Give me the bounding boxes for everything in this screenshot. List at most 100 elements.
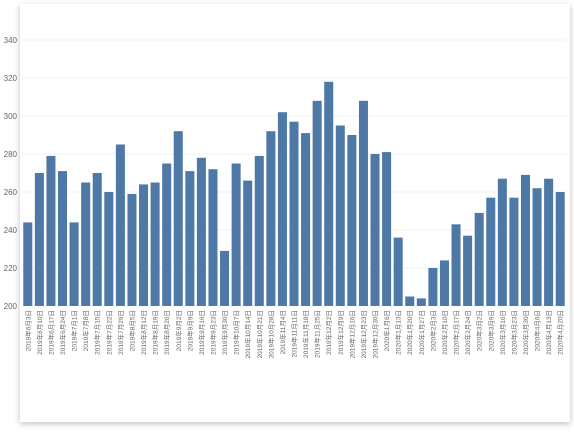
bar[interactable] — [139, 184, 149, 306]
x-tick-label: 2019年9月9日 — [185, 310, 194, 351]
bar[interactable] — [243, 180, 253, 306]
x-tick-label: 2019年10月28日 — [266, 310, 275, 358]
x-tick-label: 2019年6月10日 — [35, 310, 44, 355]
bar[interactable] — [324, 81, 334, 306]
x-tick-label: 2020年2月17日 — [452, 310, 461, 355]
bar[interactable] — [208, 169, 218, 306]
x-tick-label: 2019年9月30日 — [220, 310, 229, 355]
bar[interactable] — [509, 197, 519, 306]
x-tick-label: 2020年3月16日 — [498, 310, 507, 355]
bar[interactable] — [58, 171, 68, 306]
bar[interactable] — [439, 260, 449, 306]
bar[interactable] — [497, 178, 507, 306]
bar[interactable] — [46, 155, 56, 306]
bar[interactable] — [127, 193, 137, 306]
x-tick-label: 2019年8月5日 — [127, 310, 136, 351]
bar[interactable] — [393, 237, 403, 306]
bar[interactable] — [416, 298, 426, 306]
x-tick-label: 2019年6月17日 — [46, 310, 55, 355]
y-tick-label: 240 — [4, 226, 18, 235]
x-tick-label: 2019年7月8日 — [81, 310, 90, 351]
x-tick-label: 2019年10月21日 — [255, 310, 264, 358]
bar[interactable] — [520, 174, 531, 306]
bar[interactable] — [196, 157, 206, 306]
bar[interactable] — [92, 173, 102, 306]
x-tick-label: 2019年11月25日 — [313, 310, 322, 358]
x-tick-label: 2019年7月22日 — [104, 310, 113, 355]
bar[interactable] — [231, 163, 241, 307]
bar[interactable] — [162, 163, 172, 307]
x-tick-label: 2019年10月7日 — [232, 310, 241, 355]
x-tick-label: 2019年8月26日 — [162, 310, 171, 355]
x-tick-label: 2020年3月23日 — [509, 310, 518, 355]
y-tick-label: 340 — [4, 36, 18, 45]
bar[interactable] — [150, 182, 160, 307]
bar[interactable] — [277, 112, 287, 306]
x-tick-label: 2020年4月13日 — [544, 310, 553, 355]
bar[interactable] — [451, 224, 461, 306]
x-tick-label: 2020年1月13日 — [394, 310, 403, 355]
bar[interactable] — [289, 121, 299, 306]
x-tick-label: 2019年12月9日 — [336, 310, 345, 355]
bar[interactable] — [358, 100, 368, 306]
x-tick-label: 2020年2月3日 — [428, 310, 437, 351]
bar[interactable] — [23, 222, 33, 306]
bar[interactable] — [104, 192, 114, 306]
bar[interactable] — [220, 250, 230, 306]
bar[interactable] — [312, 100, 322, 306]
x-tick-label: 2019年6月24日 — [58, 310, 67, 355]
x-tick-label: 2020年2月24日 — [463, 310, 472, 355]
bar[interactable] — [555, 192, 565, 306]
y-tick-label: 220 — [4, 264, 18, 273]
y-tick-label: 300 — [4, 112, 18, 121]
x-tick-label: 2019年11月4日 — [278, 310, 287, 354]
bar[interactable] — [173, 131, 183, 306]
x-tick-label: 2019年8月19日 — [151, 310, 160, 355]
x-tick-label: 2019年9月16日 — [197, 310, 206, 355]
x-tick-label: 2019年9月23日 — [208, 310, 217, 355]
x-tick-label: 2020年4月20日 — [556, 310, 565, 355]
x-axis: 2019年6月3日 2019年6月10日 2019年6月17日 2019年6月24日 2… — [23, 310, 564, 358]
x-tick-label: 2020年4月6日 — [533, 310, 542, 351]
x-tick-label: 2020年1月20日 — [405, 310, 414, 355]
bar[interactable] — [428, 268, 438, 306]
bar[interactable] — [405, 296, 415, 307]
bar[interactable] — [81, 182, 91, 307]
x-tick-label: 2019年12月16日 — [347, 310, 356, 358]
x-tick-label: 2020年3月30日 — [521, 310, 530, 355]
x-tick-label: 2019年12月30日 — [371, 310, 380, 358]
x-tick-label: 2019年10月14日 — [243, 310, 252, 358]
x-tick-label: 2019年9月2日 — [174, 310, 183, 351]
x-tick-label: 2019年7月29日 — [116, 310, 125, 355]
y-tick-label: 320 — [4, 74, 18, 83]
bar[interactable] — [335, 125, 345, 307]
x-tick-label: 2019年11月18日 — [301, 310, 310, 358]
bar[interactable] — [301, 133, 311, 306]
y-tick-label: 200 — [4, 302, 18, 311]
bar[interactable] — [266, 131, 276, 306]
x-tick-label: 2019年7月15日 — [93, 310, 102, 355]
bar[interactable] — [69, 222, 79, 306]
bar[interactable] — [463, 235, 473, 306]
x-tick-label: 2019年12月23日 — [359, 310, 368, 358]
bar[interactable] — [347, 135, 357, 306]
x-tick-label: 2020年1月6日 — [382, 310, 391, 351]
bar[interactable] — [185, 171, 195, 306]
bar[interactable] — [486, 197, 496, 306]
bar[interactable] — [370, 154, 380, 306]
bar[interactable] — [474, 212, 484, 306]
bar[interactable] — [254, 155, 264, 306]
bar[interactable] — [382, 152, 392, 306]
x-tick-label: 2020年3月9日 — [486, 310, 495, 351]
x-tick-label: 2020年1月27日 — [417, 310, 426, 355]
x-tick-label: 2019年7月1日 — [70, 310, 79, 351]
bar[interactable] — [115, 144, 125, 307]
bar[interactable] — [532, 188, 542, 306]
bar[interactable] — [544, 178, 554, 306]
x-tick-label: 2020年3月2日 — [475, 310, 484, 351]
x-tick-label: 2019年12月2日 — [324, 310, 333, 355]
x-tick-label: 2019年11月11日 — [290, 310, 299, 357]
bar[interactable] — [34, 173, 44, 306]
x-tick-label: 2019年6月3日 — [23, 310, 32, 351]
